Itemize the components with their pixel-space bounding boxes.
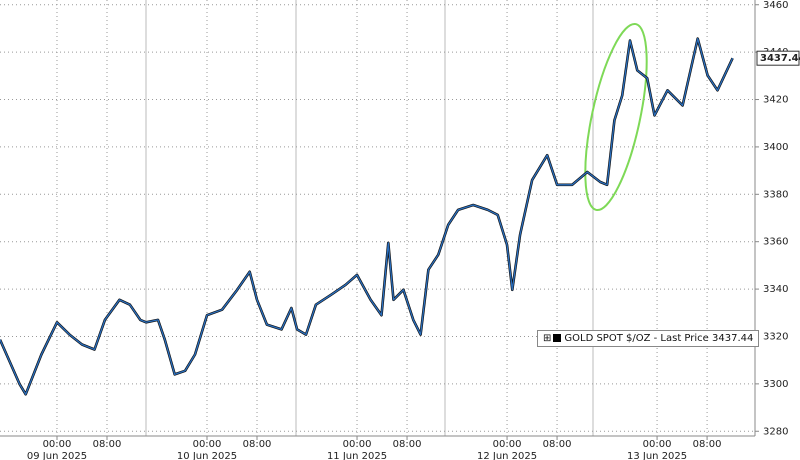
x-tick-label: 08:00 <box>93 439 122 450</box>
y-tick-label: 3420 <box>763 95 788 106</box>
x-date-label: 11 Jun 2025 <box>327 451 387 460</box>
legend: ⊞ GOLD SPOT $/OZ - Last Price 3437.44 <box>537 330 760 347</box>
x-tick-label: 08:00 <box>393 439 422 450</box>
x-tick-label: 08:00 <box>243 439 272 450</box>
highlight-ellipse <box>584 22 648 212</box>
x-date-label: 12 Jun 2025 <box>477 451 537 460</box>
last-price-box <box>756 50 800 66</box>
last-price-label: 3437.44 <box>760 53 800 64</box>
x-tick-label: 00:00 <box>343 439 372 450</box>
y-tick-label: 3460 <box>763 0 788 11</box>
x-date-label: 09 Jun 2025 <box>27 451 87 460</box>
x-date-label: 13 Jun 2025 <box>627 451 687 460</box>
legend-swatch <box>553 334 562 342</box>
legend-suffix: - Last Price <box>653 333 709 344</box>
y-tick-label: 3340 <box>763 284 788 295</box>
x-tick-label: 08:00 <box>693 439 722 450</box>
x-date-label: 10 Jun 2025 <box>177 451 237 460</box>
legend-name: GOLD SPOT $/OZ <box>564 333 651 344</box>
x-tick-label: 00:00 <box>643 439 672 450</box>
x-tick-label: 00:00 <box>493 439 522 450</box>
x-tick-label: 08:00 <box>543 439 572 450</box>
legend-last-value: 3437.44 <box>712 333 754 344</box>
y-tick-label: 3400 <box>763 142 788 153</box>
y-tick-label: 3280 <box>763 426 788 437</box>
y-tick-label: 3320 <box>763 331 788 342</box>
y-tick-label: 3380 <box>763 189 788 200</box>
x-tick-label: 00:00 <box>43 439 72 450</box>
price-line <box>0 37 734 395</box>
y-tick-label: 3360 <box>763 237 788 248</box>
y-tick-label: 3300 <box>763 379 788 390</box>
x-tick-label: 00:00 <box>193 439 222 450</box>
